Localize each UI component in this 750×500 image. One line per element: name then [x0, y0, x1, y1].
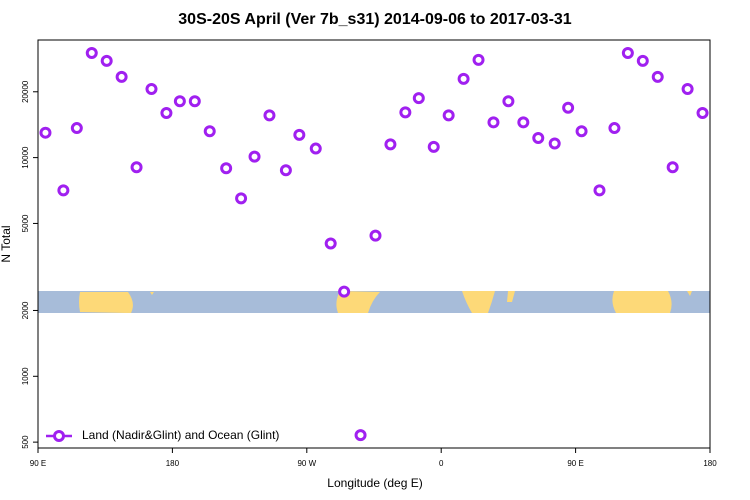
x-tick-label: 180 — [703, 459, 717, 468]
data-point — [203, 125, 216, 138]
data-point — [235, 192, 248, 205]
data-point — [130, 161, 143, 174]
land-blob — [687, 291, 692, 296]
data-point — [220, 162, 233, 175]
land-blob — [150, 292, 154, 295]
data-point — [279, 164, 292, 177]
x-tick-label: 90 E — [30, 459, 46, 468]
data-point — [173, 95, 186, 108]
data-point — [457, 72, 470, 85]
data-point — [575, 125, 588, 138]
y-axis-label: N Total — [0, 225, 13, 262]
data-point — [399, 106, 412, 119]
data-point — [39, 126, 52, 139]
data-point — [608, 122, 621, 135]
data-point — [562, 101, 575, 114]
data-point — [532, 131, 545, 144]
plot-frame — [37, 39, 711, 449]
data-point — [696, 106, 709, 119]
land-blob — [462, 291, 495, 313]
data-point — [57, 184, 70, 197]
data-point — [427, 140, 440, 153]
data-point — [338, 285, 351, 298]
data-point — [621, 46, 634, 59]
data-point — [85, 46, 98, 59]
y-tick-label: 500 — [21, 435, 30, 449]
data-point — [651, 70, 664, 83]
legend-marker — [53, 430, 65, 442]
land-blob — [79, 292, 133, 313]
data-point — [115, 70, 128, 83]
land-ocean-strip — [38, 291, 710, 313]
data-point — [309, 142, 322, 155]
data-point — [412, 92, 425, 105]
y-tick-label: 5000 — [21, 214, 30, 232]
x-tick-label: 0 — [439, 459, 444, 468]
data-point — [548, 137, 561, 150]
data-point — [636, 54, 649, 67]
data-point — [188, 95, 201, 108]
data-point — [70, 122, 83, 135]
y-tick-label: 20000 — [21, 80, 30, 103]
y-tick-label: 1000 — [21, 367, 30, 385]
land-blob — [612, 291, 672, 313]
data-point — [324, 237, 337, 250]
land-blob — [507, 291, 515, 302]
ocean-strip — [38, 291, 710, 313]
data-point — [293, 128, 306, 141]
y-tick-label: 2000 — [21, 301, 30, 319]
data-point — [442, 109, 455, 122]
data-point — [487, 116, 500, 129]
chart-title: 30S-20S April (Ver 7b_s31) 2014-09-06 to… — [178, 11, 572, 28]
data-point — [681, 82, 694, 95]
data-point — [263, 109, 276, 122]
data-point — [354, 429, 367, 442]
x-tick-label: 90 W — [297, 459, 316, 468]
data-point — [472, 53, 485, 66]
data-point — [593, 184, 606, 197]
x-tick-label: 180 — [166, 459, 180, 468]
data-point — [517, 116, 530, 129]
legend-label: Land (Nadir&Glint) and Ocean (Glint) — [82, 428, 279, 442]
data-point — [248, 150, 261, 163]
data-point — [145, 82, 158, 95]
data-point — [160, 106, 173, 119]
data-point — [502, 95, 515, 108]
data-point — [384, 138, 397, 151]
data-point — [100, 54, 113, 67]
x-tick-label: 90 E — [567, 459, 583, 468]
data-point — [666, 161, 679, 174]
x-axis-label: Longitude (deg E) — [327, 476, 422, 490]
data-point — [369, 229, 382, 242]
y-tick-label: 10000 — [21, 146, 30, 169]
